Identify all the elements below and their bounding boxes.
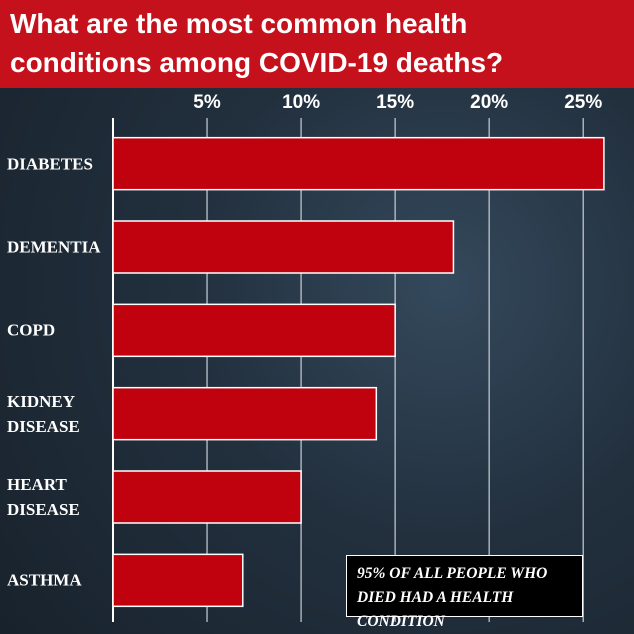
bar — [112, 470, 302, 524]
x-tick-label: 25% — [564, 92, 603, 113]
bar — [112, 386, 378, 441]
title-band: What are the most common health conditio… — [0, 0, 634, 88]
x-tick-label: 15% — [376, 92, 415, 113]
x-tick-label: 20% — [470, 92, 509, 113]
annotation: 95% OF ALL PEOPLE WHO DIED HAD A HEALTH … — [346, 555, 583, 630]
y-tick-label: DEMENTIA — [7, 237, 101, 257]
y-tick-label: DIABETES — [7, 154, 93, 174]
x-tick-label: 10% — [282, 92, 321, 113]
bar — [112, 303, 396, 358]
bar — [112, 220, 455, 274]
y-tick-label: HEART DISEASE — [7, 475, 80, 519]
chart-title: What are the most common health conditio… — [10, 8, 504, 78]
y-tick-label: ASTHMA — [7, 570, 82, 590]
y-tick-label: KIDNEY DISEASE — [7, 391, 80, 436]
y-tick-label: COPD — [7, 320, 56, 340]
bar — [112, 553, 244, 608]
x-tick-label: 5% — [193, 92, 221, 113]
bar — [112, 136, 605, 191]
